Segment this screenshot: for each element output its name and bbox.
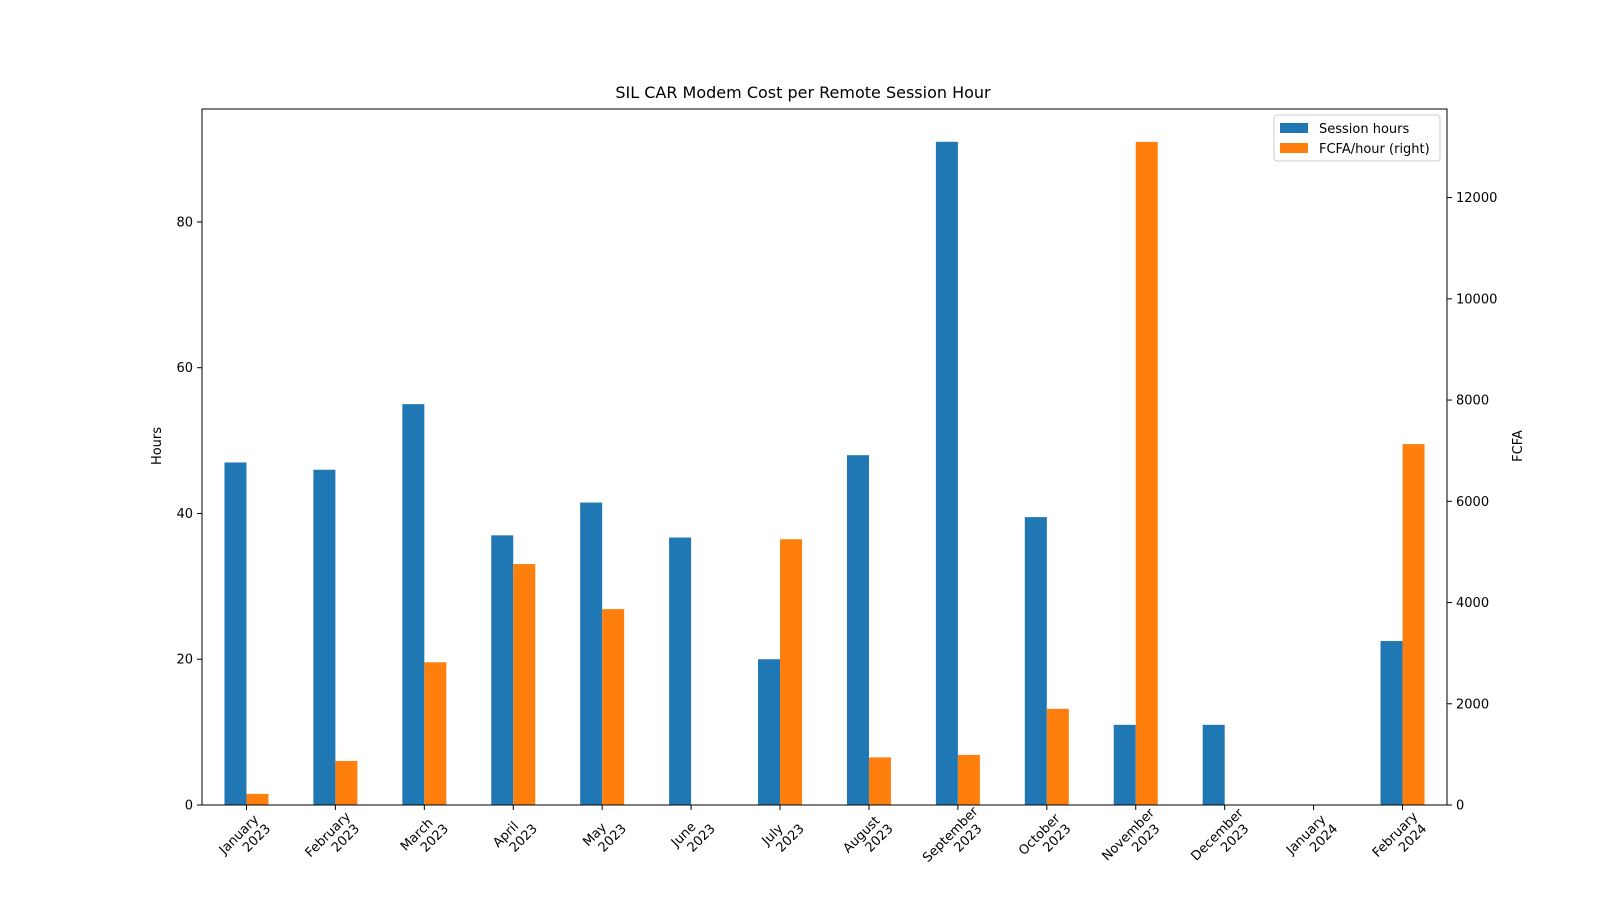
legend-box xyxy=(1273,114,1441,162)
fcfa-per-hour-bar xyxy=(1046,708,1069,805)
x-tick-label: July2023 xyxy=(759,811,808,860)
x-tick-label-text: August2023 xyxy=(840,811,896,867)
x-tick-label: June2023 xyxy=(668,811,719,862)
x-tick-label-text: February2024 xyxy=(1370,809,1432,871)
x-tick-label-text: June2023 xyxy=(668,811,719,862)
session-hours-bar xyxy=(1380,641,1403,805)
y-tick-label: 0 xyxy=(185,799,193,814)
x-tick-label: December2023 xyxy=(1188,805,1257,874)
y2-tick-label: 2000 xyxy=(1456,697,1489,712)
session-hours-bar xyxy=(669,537,692,805)
fcfa-per-hour-bar xyxy=(780,539,803,805)
legend-label: Session hours xyxy=(1319,122,1410,137)
x-tick-label-text: July2023 xyxy=(759,811,808,860)
x-tick-label: February2023 xyxy=(303,809,365,871)
fcfa-per-hour-bar xyxy=(246,793,269,805)
chart-title: SIL CAR Modem Cost per Remote Session Ho… xyxy=(615,83,991,102)
session-hours-bar xyxy=(402,404,425,805)
x-tick-label-text: November2023 xyxy=(1099,805,1168,874)
session-hours-bar xyxy=(224,462,247,805)
x-tick-label: April2023 xyxy=(490,811,540,861)
session-hours-bar xyxy=(580,502,603,805)
session-hours-bar xyxy=(846,455,869,805)
x-tick-label: August2023 xyxy=(840,811,896,867)
session-hours-bar xyxy=(1113,724,1136,805)
fcfa-per-hour-bar xyxy=(335,760,358,805)
x-tick-label-text: September2023 xyxy=(920,804,992,876)
fcfa-per-hour-bar xyxy=(1135,141,1158,805)
session-hours-bar xyxy=(1024,517,1047,805)
x-tick-label-text: March2023 xyxy=(398,811,452,865)
legend-label: FCFA/hour (right) xyxy=(1319,142,1430,157)
y2-tick-label: 6000 xyxy=(1456,495,1489,510)
fcfa-per-hour-bar xyxy=(513,564,536,805)
session-hours-bar xyxy=(313,469,336,805)
y2-tick-label: 0 xyxy=(1456,799,1464,814)
fcfa-per-hour-bar xyxy=(602,609,625,805)
y2-tick-label: 10000 xyxy=(1456,292,1497,307)
x-tick-label: May2023 xyxy=(580,811,629,860)
x-tick-label: September2023 xyxy=(920,804,992,876)
y2-tick-label: 8000 xyxy=(1456,394,1489,409)
fcfa-per-hour-bar xyxy=(424,662,447,805)
legend-swatch xyxy=(1280,143,1308,153)
session-hours-bar xyxy=(491,535,514,805)
x-tick-label: January2023 xyxy=(216,811,274,869)
x-tick-label-text: January2023 xyxy=(216,811,274,869)
x-tick-label: February2024 xyxy=(1370,809,1432,871)
x-tick-label-text: January2024 xyxy=(1283,811,1341,869)
y2-tick-label: 4000 xyxy=(1456,596,1489,611)
y2-axis-label: FCFA xyxy=(1511,430,1526,462)
session-hours-bar xyxy=(758,659,781,805)
plot-area: 0 20 40 60 80 0 2000 4000 6000 8000 10000 12000 Janu… xyxy=(176,108,1497,876)
plot-frame xyxy=(201,108,1448,806)
session-hours-bar xyxy=(1202,724,1225,805)
x-tick-label: March2023 xyxy=(398,811,452,865)
y-tick-label: 20 xyxy=(176,653,193,668)
x-tick-label: October2023 xyxy=(1016,811,1074,869)
x-tick-label-text: October2023 xyxy=(1016,811,1074,869)
fcfa-per-hour-bar xyxy=(1402,444,1425,805)
y2-tick-label: 12000 xyxy=(1456,191,1497,206)
session-hours-bar xyxy=(935,141,958,806)
x-tick-label-text: April2023 xyxy=(490,811,540,861)
fcfa-per-hour-bar xyxy=(957,754,980,805)
fcfa-per-hour-bar xyxy=(868,757,891,805)
x-tick-label-text: May2023 xyxy=(580,811,629,860)
x-tick-label: January2024 xyxy=(1283,811,1341,869)
x-tick-label: November2023 xyxy=(1099,805,1168,874)
x-tick-label-text: December2023 xyxy=(1188,805,1257,874)
y-tick-label: 40 xyxy=(176,507,193,522)
legend: Session hours FCFA/hour (right) xyxy=(1273,114,1441,162)
x-tick-label-text: February2023 xyxy=(303,809,365,871)
y-axis-label: Hours xyxy=(150,427,165,465)
y-tick-label: 80 xyxy=(176,215,193,230)
legend-swatch xyxy=(1280,123,1308,133)
y-tick-label: 60 xyxy=(176,361,193,376)
